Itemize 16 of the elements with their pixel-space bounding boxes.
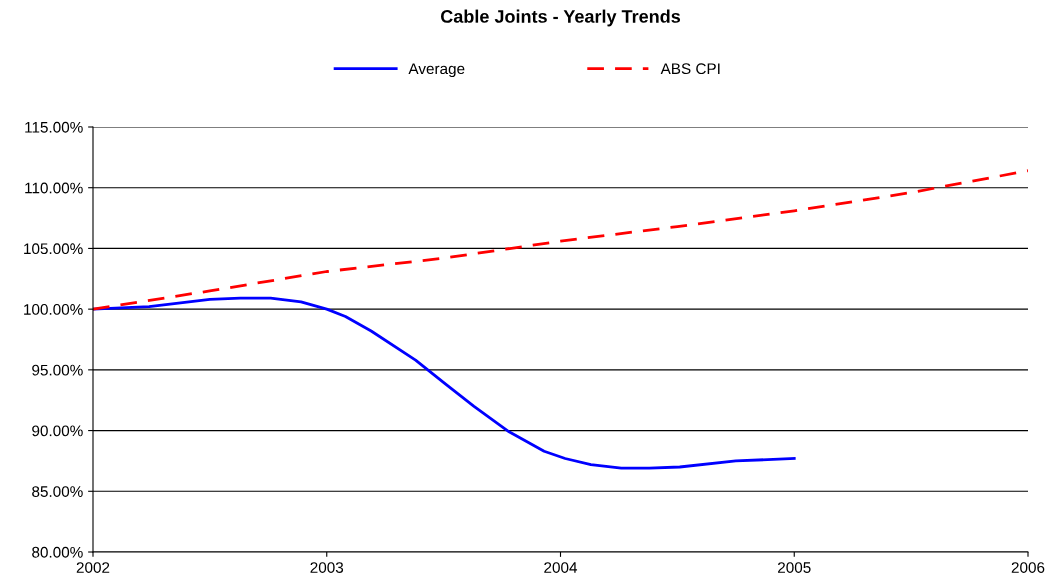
y-tick-label: 80.00%	[32, 546, 83, 558]
x-tick-label: 2002	[76, 562, 110, 573]
y-tick-label: 95.00%	[32, 364, 83, 376]
legend-label: ABS CPI	[660, 63, 720, 75]
x-tick-label: 2004	[544, 562, 578, 573]
chart-title: Cable Joints - Yearly Trends	[440, 9, 681, 27]
y-tick-label: 110.00%	[25, 182, 83, 194]
y-tick-label: 85.00%	[32, 486, 83, 497]
legend-label: Average	[408, 63, 465, 78]
y-tick-label: 105.00%	[24, 243, 83, 255]
x-tick-label: 2003	[310, 562, 344, 573]
x-tick-label: 2006	[1011, 562, 1045, 573]
y-tick-label: 100.00%	[24, 304, 83, 315]
y-tick-label: 115.00%	[25, 121, 83, 133]
x-tick-label: 2005	[778, 562, 811, 573]
y-tick-label: 90.00%	[32, 425, 83, 437]
